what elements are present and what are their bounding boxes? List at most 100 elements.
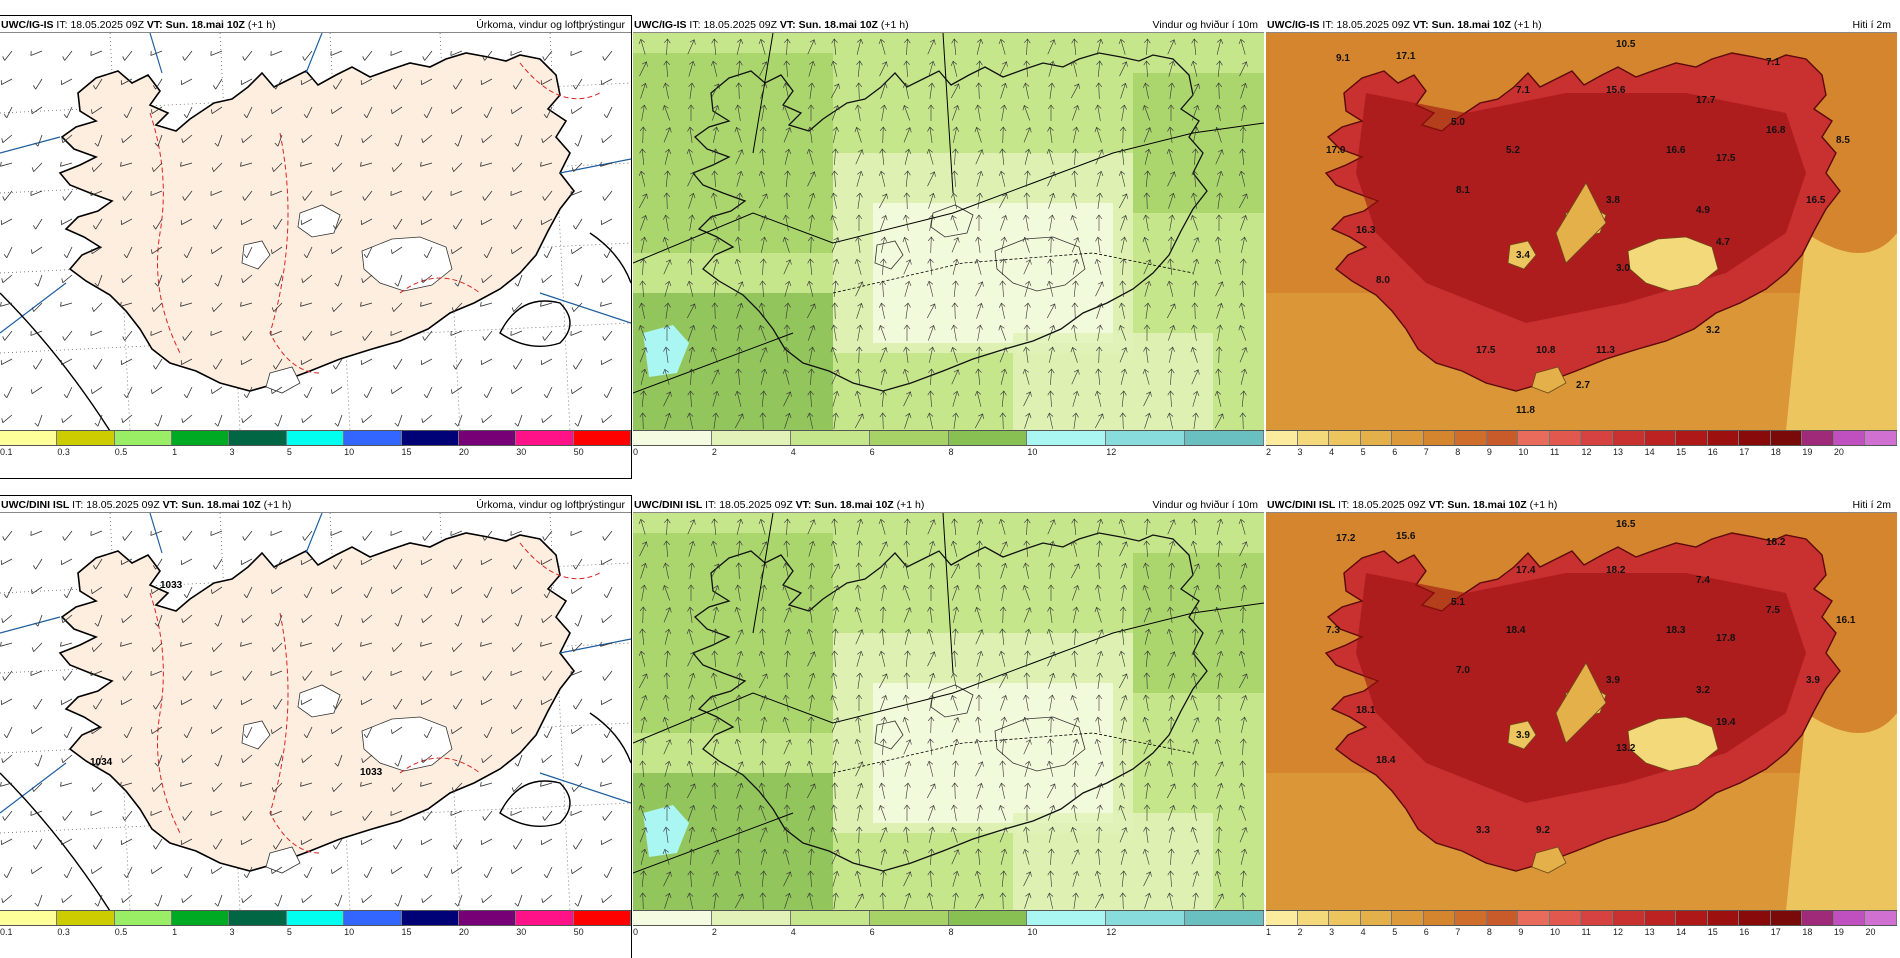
temp-label: 17.7 xyxy=(1696,95,1716,106)
panel-title: Hiti í 2m xyxy=(1852,499,1891,511)
temp-label: 4.7 xyxy=(1716,237,1730,248)
scale-tick-label: 10 xyxy=(344,927,355,937)
color-swatch xyxy=(57,431,115,445)
color-swatch xyxy=(1266,431,1298,445)
panel-wind-igis[interactable]: UWC/IG-IS IT: 18.05.2025 09Z VT: Sun. 18… xyxy=(633,16,1264,478)
scale-tick-label: 12 xyxy=(1613,927,1624,937)
temp-label: 8.1 xyxy=(1456,185,1470,196)
panel-header: UWC/IG-IS IT: 18.05.2025 09Z VT: Sun. 18… xyxy=(1267,18,1893,32)
header-it-label: IT: xyxy=(1322,19,1334,31)
pressure-label: 1034 xyxy=(90,757,113,768)
color-swatch xyxy=(401,911,459,925)
map-view[interactable] xyxy=(0,32,631,431)
color-swatch xyxy=(1676,431,1708,445)
header-it-value: 18.05.2025 09Z xyxy=(703,19,777,31)
temp-label: 2.7 xyxy=(1576,380,1590,391)
panel-header: UWC/DINI ISL IT: 18.05.2025 09Z VT: Sun.… xyxy=(1,498,627,512)
gust-patch xyxy=(643,325,689,377)
map-view[interactable] xyxy=(633,32,1264,431)
temp-label: 9.1 xyxy=(1336,53,1350,64)
color-swatch xyxy=(344,911,402,925)
scale-tick-label: 11 xyxy=(1581,927,1591,937)
color-swatch xyxy=(1739,911,1771,925)
scale-tick-label: 12 xyxy=(1581,447,1592,457)
color-swatch xyxy=(1423,431,1456,445)
scale-tick-label: 15 xyxy=(401,447,412,457)
map-view[interactable] xyxy=(633,512,1264,911)
scale-tick-label: 9 xyxy=(1486,447,1492,457)
scale-tick-label: 3 xyxy=(1329,927,1335,937)
header-vt-value: Sun. 18.mai 10Z xyxy=(814,499,894,511)
color-swatch xyxy=(1185,431,1264,445)
scale-tick-label: 0.3 xyxy=(57,447,70,457)
temp-label: 8.0 xyxy=(1376,275,1390,286)
temp-label: 15.6 xyxy=(1396,531,1416,542)
temp-label: 17.2 xyxy=(1336,533,1356,544)
color-swatch xyxy=(633,431,712,445)
color-swatch xyxy=(869,911,949,925)
panel-header: UWC/DINI ISL IT: 18.05.2025 09Z VT: Sun.… xyxy=(1267,498,1893,512)
header-model: UWC/IG-IS xyxy=(1,19,54,31)
scale-tick-label: 8 xyxy=(948,927,954,937)
color-swatch xyxy=(1518,911,1550,925)
color-swatch xyxy=(286,431,345,445)
color-swatch xyxy=(1613,431,1645,445)
scale-tick-label: 12 xyxy=(1106,927,1117,937)
color-bar xyxy=(1266,910,1897,926)
color-swatch xyxy=(1486,431,1519,445)
color-swatch xyxy=(1027,431,1107,445)
scale-tick-label: 15 xyxy=(1707,927,1718,937)
scale-tick-label: 13 xyxy=(1613,447,1624,457)
gust-patch xyxy=(643,805,689,857)
temp-label: 7.5 xyxy=(1766,605,1780,616)
pressure-label: 1033 xyxy=(160,580,183,591)
color-swatch xyxy=(1549,911,1582,925)
temp-label: 3.9 xyxy=(1806,675,1820,686)
color-swatch xyxy=(1707,431,1740,445)
glacier-3 xyxy=(241,720,271,750)
scale-tick-label: 0 xyxy=(633,447,639,457)
panel-title: Hiti í 2m xyxy=(1852,19,1891,31)
scale-tick-label: 3 xyxy=(1297,447,1303,457)
scale-tick-label: 2 xyxy=(711,927,717,937)
header-vt-label: VT: xyxy=(162,499,179,511)
color-swatch xyxy=(1106,911,1186,925)
color-swatch xyxy=(1644,431,1677,445)
header-it-label: IT: xyxy=(1338,499,1350,511)
temp-label: 7.0 xyxy=(1456,665,1470,676)
color-bar xyxy=(0,430,631,446)
glacier-4 xyxy=(265,846,301,874)
scale-tick-label: 20 xyxy=(458,447,469,457)
header-lead: (+1 h) xyxy=(247,19,276,31)
panel-temp-igis[interactable]: UWC/IG-IS IT: 18.05.2025 09Z VT: Sun. 18… xyxy=(1266,16,1897,478)
map-view[interactable]: 9.1 17.1 10.5 7.1 15.6 7.1 17.7 5.0 16.8 8.5 17.0 5… xyxy=(1266,32,1897,431)
map-view[interactable]: 1033 1034 1033 xyxy=(0,512,631,911)
scale-tick-label: 30 xyxy=(516,927,527,937)
scale-tick-label: 10 xyxy=(1549,927,1560,937)
scale-tick-label: 13 xyxy=(1644,927,1655,937)
panel-wind-dini[interactable]: UWC/DINI ISL IT: 18.05.2025 09Z VT: Sun.… xyxy=(633,496,1264,958)
panel-temp-dini[interactable]: UWC/DINI ISL IT: 18.05.2025 09Z VT: Sun.… xyxy=(1266,496,1897,958)
scale-tick-label: 18 xyxy=(1770,447,1781,457)
temp-label: 17.4 xyxy=(1516,565,1536,576)
color-swatch xyxy=(1297,911,1330,925)
temp-label: 18.4 xyxy=(1506,625,1526,636)
color-swatch xyxy=(458,431,517,445)
scale-tick-label: 8 xyxy=(1486,927,1492,937)
temp-label: 11.8 xyxy=(1516,405,1535,416)
scale-tick-label: 17 xyxy=(1770,927,1781,937)
panel-precip-dini[interactable]: UWC/DINI ISL IT: 18.05.2025 09Z VT: Sun.… xyxy=(0,495,632,958)
header-lead: (+1 h) xyxy=(1513,19,1542,31)
panel-title: Úrkoma, vindur og loftþrýstingur xyxy=(476,499,625,511)
scale-tick-label: 16 xyxy=(1739,927,1750,937)
temp-label: 5.2 xyxy=(1506,145,1520,156)
temp-label: 18.2 xyxy=(1766,537,1786,548)
panel-precip-igis[interactable]: UWC/IG-IS IT: 18.05.2025 09Z VT: Sun. 18… xyxy=(0,15,632,479)
color-swatch xyxy=(1360,911,1393,925)
scale-tick-label: 12 xyxy=(1106,447,1117,457)
scale-tick-label: 3 xyxy=(229,447,235,457)
map-view[interactable]: 17.2 15.6 16.5 17.4 18.2 18.2 7.4 5.1 7.5 16.1 7.3… xyxy=(1266,512,1897,911)
scale-tick-label: 15 xyxy=(401,927,412,937)
temp-label: 3.2 xyxy=(1696,685,1710,696)
temp-label: 13.2 xyxy=(1616,743,1636,754)
